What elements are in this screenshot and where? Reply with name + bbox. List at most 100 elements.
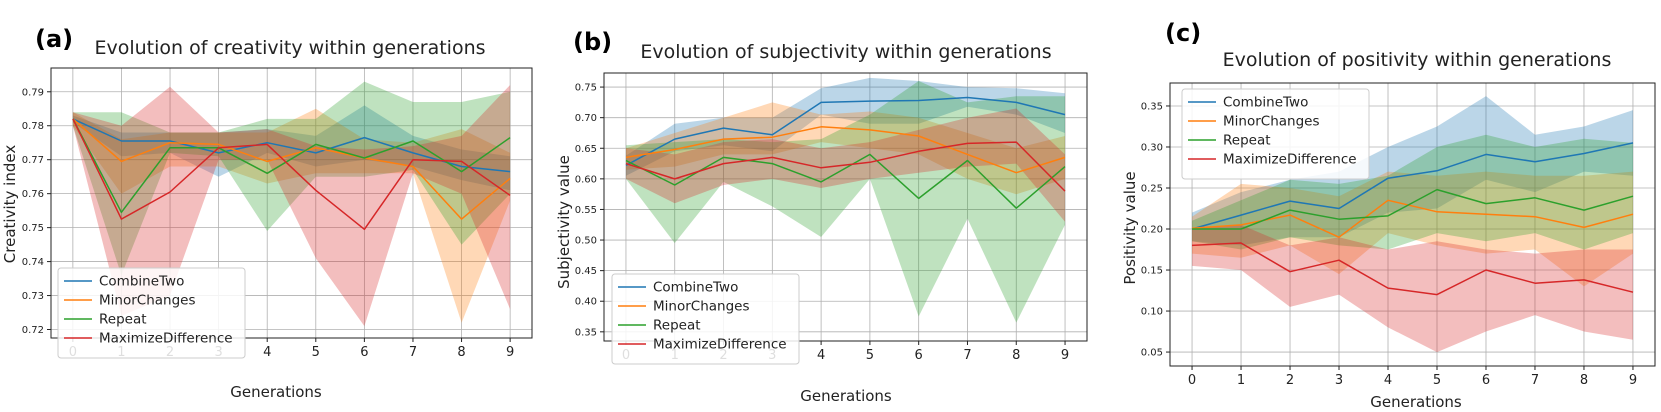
x-tick-label: 5 (312, 345, 320, 360)
x-tick-label: 5 (1433, 373, 1441, 388)
y-tick-label: 0.75 (575, 83, 597, 94)
series-line-repeat (72, 118, 511, 214)
legend-label-minor-changes: MinorChanges (653, 299, 749, 315)
plot-frame (603, 72, 1088, 342)
y-tick-label: 0.77 (22, 155, 44, 166)
legend-box (1181, 88, 1370, 180)
y-axis-label-c: Positivity value (1121, 171, 1139, 284)
series-lines (72, 118, 511, 231)
legend: CombineTwo MinorChanges Repeat MaximizeDiff… (1181, 88, 1370, 180)
x-tick-label: 4 (1384, 373, 1392, 388)
panel-b: (b) Evolution of subjectivity within gen… (555, 28, 1088, 405)
legend-box (611, 273, 800, 365)
series-line-combine-two (1191, 142, 1634, 230)
chart-title-a: Evolution of creativity within generatio… (94, 37, 485, 59)
panel-label-a: (a) (35, 25, 73, 53)
y-tick-label: 0.35 (575, 327, 597, 338)
legend-label-repeat: Repeat (1223, 133, 1271, 149)
x-tick-label: 4 (263, 345, 271, 360)
x-tick-label: 9 (1061, 348, 1069, 363)
legend: CombineTwo MinorChanges Repeat MaximizeDiff… (57, 267, 246, 359)
panel-c: (c) Evolution of positivity within gener… (1121, 19, 1656, 411)
y-tick-label: 0.30 (1141, 142, 1163, 153)
y-tick-label: 0.25 (1141, 183, 1163, 194)
series-line-minor-changes (72, 118, 511, 220)
band-combine-two (1192, 96, 1633, 246)
x-tick-label: 8 (457, 345, 465, 360)
y-tick-label: 0.55 (575, 205, 597, 216)
y-tick-label: 0.79 (22, 87, 44, 98)
series-lines (625, 96, 1066, 209)
y-tick-label: 0.45 (575, 266, 597, 277)
x-tick-label: 7 (963, 348, 971, 363)
x-axis-label-c: Generations (1370, 393, 1462, 411)
x-tick-label: 6 (360, 345, 368, 360)
legend-label-repeat: Repeat (99, 312, 147, 328)
x-tick-label: 4 (817, 348, 825, 363)
y-tick-label: 0.74 (22, 257, 44, 268)
x-tick-label: 0 (1188, 373, 1196, 388)
y-tick-label: 0.70 (575, 113, 597, 124)
x-tick-label: 1 (1237, 373, 1245, 388)
y-axis-label-a: Creativity index (1, 145, 19, 264)
series-line-repeat (1192, 188, 1634, 230)
series-line-maximize-difference (72, 118, 511, 231)
y-tick-label: 0.40 (575, 297, 597, 308)
y-tick-label: 0.76 (22, 189, 44, 200)
x-tick-label: 5 (866, 348, 874, 363)
legend-label-maximize-difference: MaximizeDifference (1223, 152, 1357, 168)
band-minor-changes (1192, 171, 1633, 287)
y-tick-label: 0.10 (1141, 307, 1163, 318)
y-tick-label: 0.72 (22, 325, 44, 336)
x-axis-label-a: Generations (230, 383, 322, 401)
x-tick-label: 8 (1580, 373, 1588, 388)
legend-label-combine-two: CombineTwo (653, 280, 738, 296)
x-tick-label: 8 (1012, 348, 1020, 363)
series-line-minor-changes (625, 126, 1066, 174)
y-tick-label: 0.65 (575, 144, 597, 155)
x-tick-label: 3 (1335, 373, 1343, 388)
legend-label-maximize-difference: MaximizeDifference (99, 331, 233, 347)
panel-label-b: (b) (573, 28, 612, 56)
chart-title-c: Evolution of positivity within generatio… (1223, 49, 1612, 71)
series-line-combine-two (625, 96, 1066, 167)
panel-a: (a) Evolution of creativity within gener… (1, 25, 533, 401)
plot-frame (1169, 82, 1656, 367)
band-maximize-difference (72, 85, 511, 327)
y-tick-label: 0.60 (575, 174, 597, 185)
legend-box (57, 267, 246, 359)
y-tick-label: 0.78 (22, 121, 44, 132)
y-tick-label: 0.20 (1141, 225, 1163, 236)
series-line-combine-two (72, 118, 511, 173)
chart-title-b: Evolution of subjectivity within generat… (640, 41, 1051, 63)
band-minor-changes (626, 102, 1065, 195)
x-axis-label-b: Generations (800, 387, 892, 405)
panel-label-c: (c) (1165, 19, 1201, 47)
x-tick-label: 6 (1482, 373, 1490, 388)
legend-label-repeat: Repeat (653, 318, 701, 334)
plot-frame (50, 67, 533, 339)
x-tick-label: 6 (915, 348, 923, 363)
series-line-maximize-difference (625, 141, 1066, 192)
legend-label-minor-changes: MinorChanges (1223, 114, 1319, 130)
x-tick-label: 7 (409, 345, 417, 360)
legend-label-combine-two: CombineTwo (99, 274, 184, 290)
y-tick-label: 0.35 (1141, 101, 1163, 112)
x-tick-label: 2 (1286, 373, 1294, 388)
y-axis-label-b: Subjectivity value (555, 155, 573, 289)
y-tick-label: 0.73 (22, 291, 44, 302)
y-tick-label: 0.15 (1141, 266, 1163, 277)
legend-label-maximize-difference: MaximizeDifference (653, 337, 787, 353)
legend-label-minor-changes: MinorChanges (99, 293, 195, 309)
band-minor-changes (72, 108, 511, 323)
grid (604, 73, 1087, 341)
x-tick-label: 9 (506, 345, 514, 360)
band-combine-two (626, 77, 1065, 176)
ticks: 0 1 2 3 4 5 6 7 8 9 0.05 0.10 0.15 0.20 0.25 0.30 0.35 (1141, 101, 1637, 388)
band-repeat (626, 81, 1065, 323)
y-tick-label: 0.05 (1141, 348, 1163, 359)
band-maximize-difference (1192, 224, 1633, 353)
series-line-maximize-difference (1191, 242, 1634, 296)
legend-label-combine-two: CombineTwo (1223, 95, 1308, 111)
